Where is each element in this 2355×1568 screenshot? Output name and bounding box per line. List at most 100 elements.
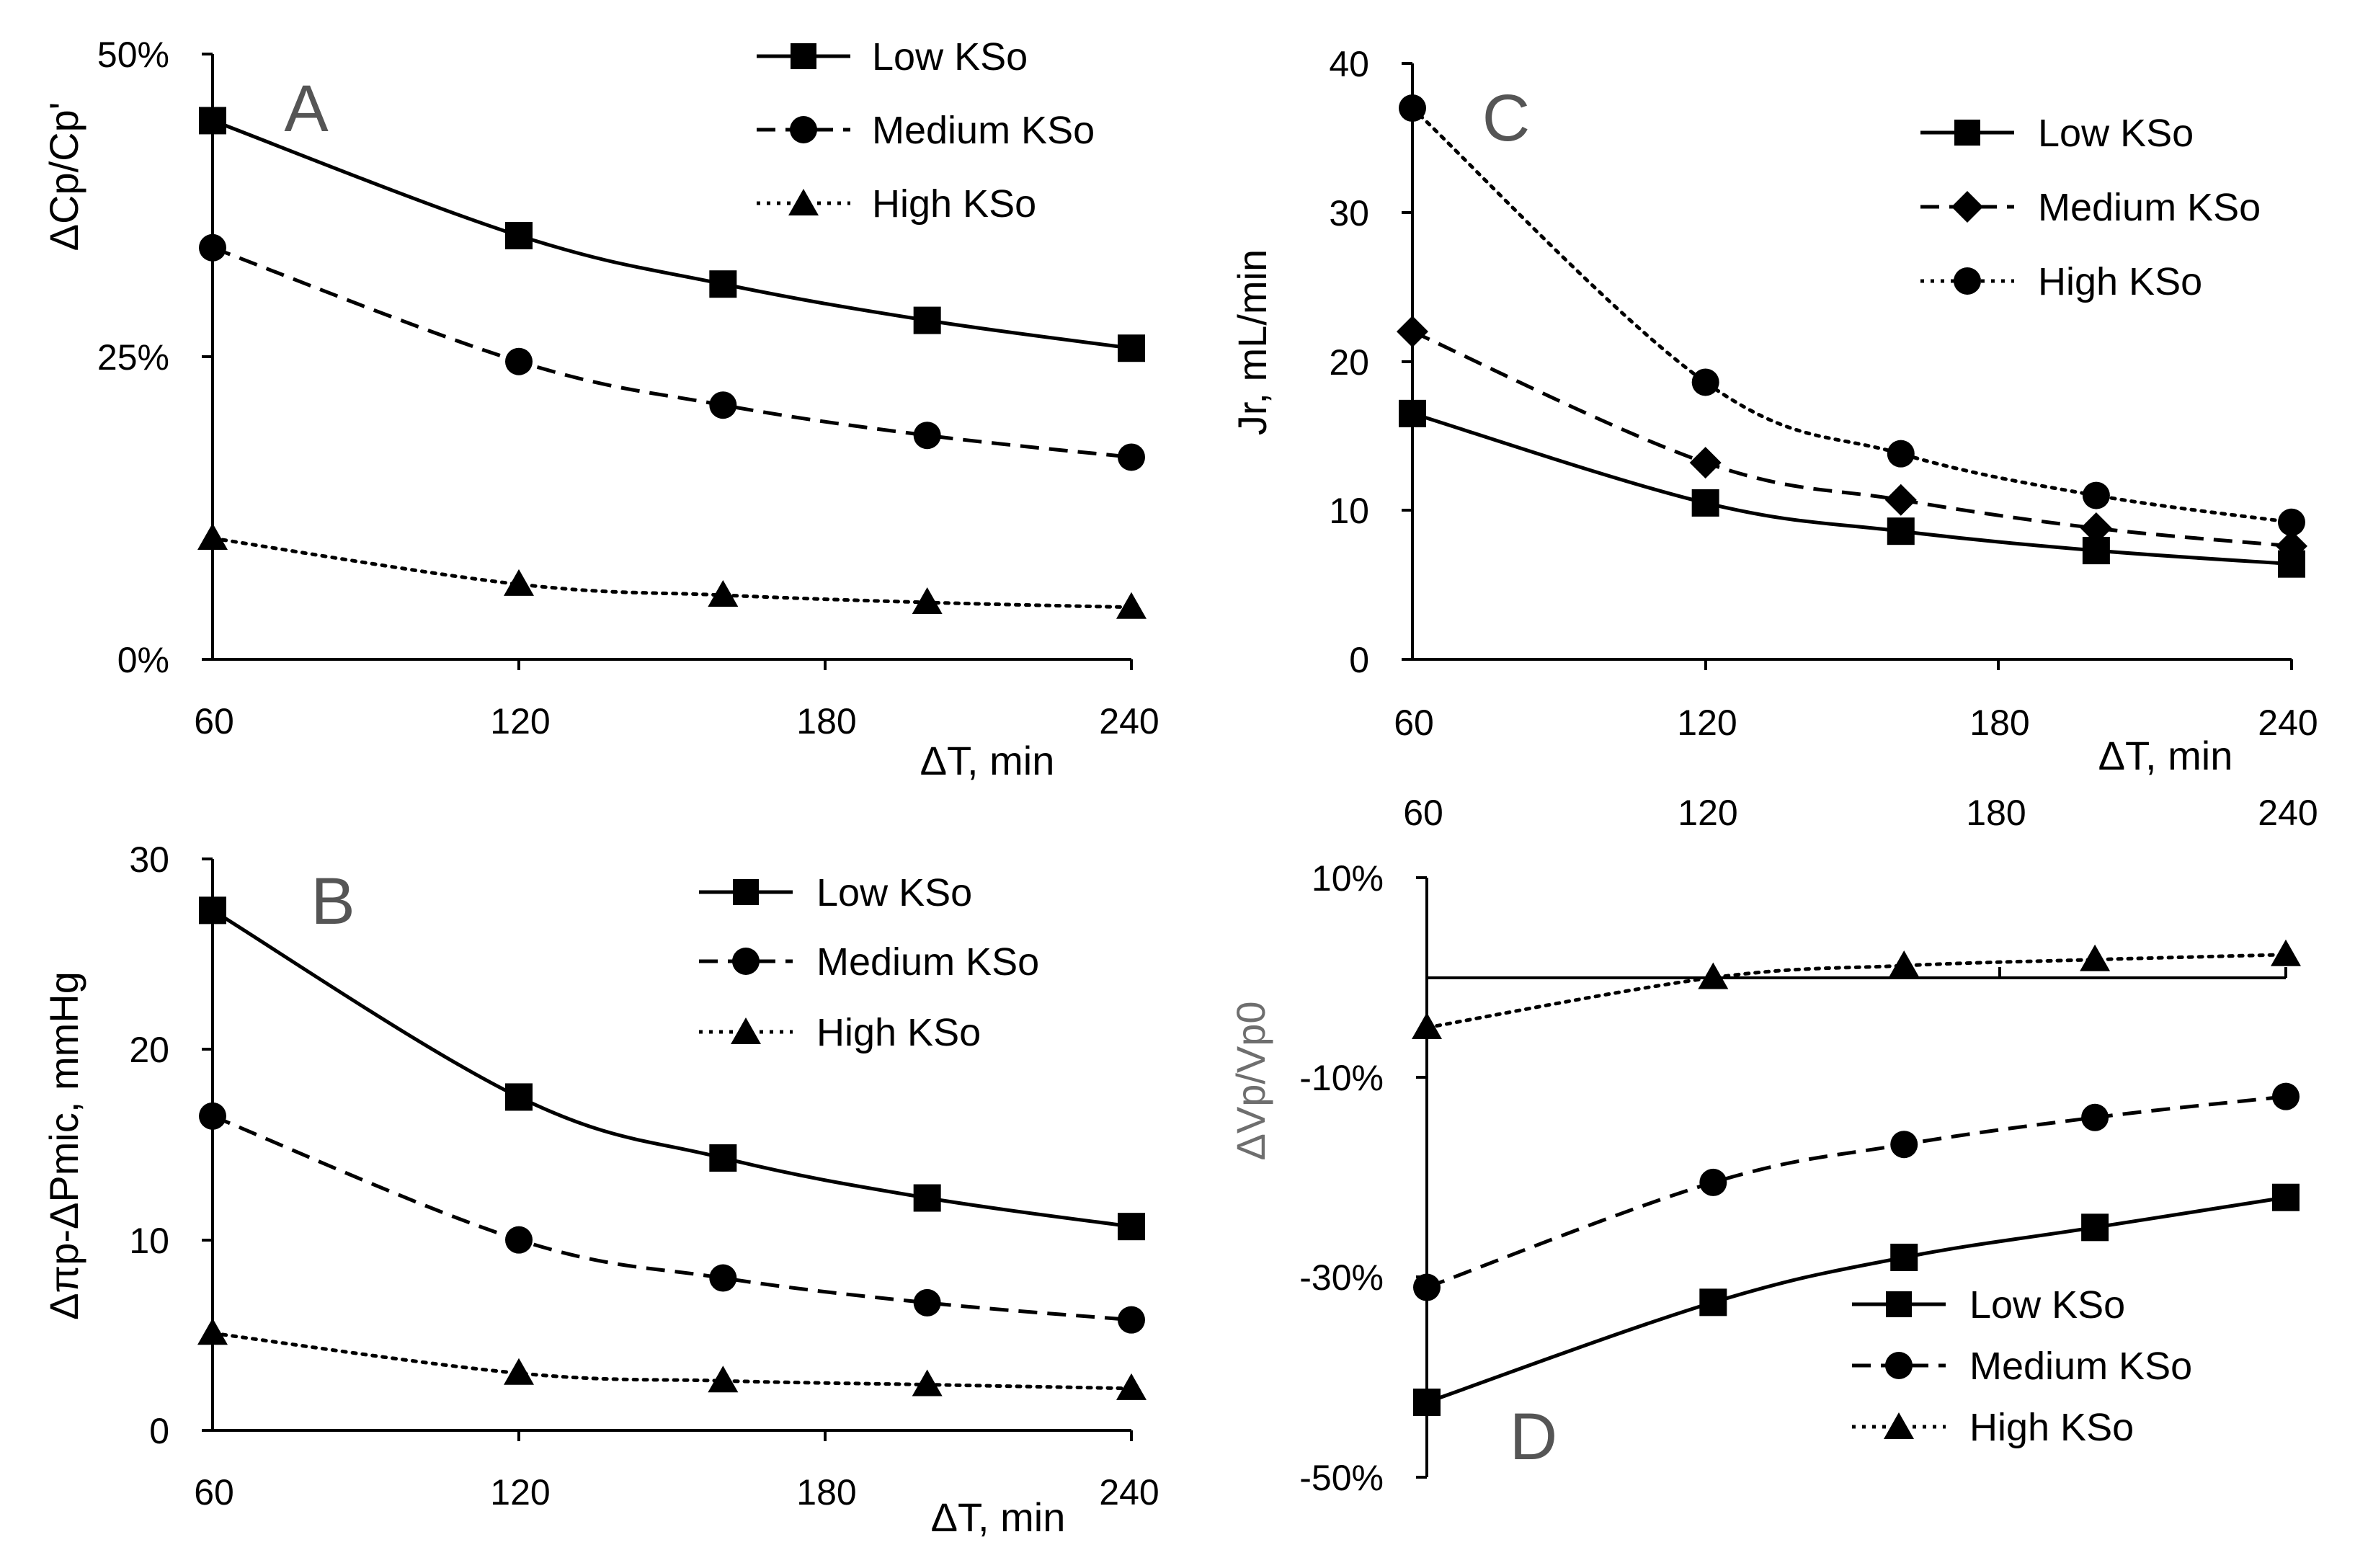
panel-a-point-medium-kso [505, 347, 533, 375]
panel-a-plot [197, 107, 1147, 619]
panel-c-y-tick-label: 10 [1329, 491, 1369, 531]
legend-marker-circle [1885, 1352, 1913, 1379]
panel-b-letter: B [311, 865, 355, 938]
panel-c-point-medium-kso [2080, 512, 2112, 545]
panel-b-series-line-high-kso [210, 1331, 1134, 1391]
panel-a-point-low-kso [199, 107, 226, 135]
panel-a-y-tick-label: 0% [117, 640, 169, 680]
panel-c-point-low-kso [1399, 399, 1426, 427]
panel-d-x-tick-label: 60 [1403, 793, 1443, 833]
panel-a-point-medium-kso [913, 422, 941, 450]
panel-d-legend: Low KSo Medium KSo High KSo [1852, 1283, 2192, 1449]
panel-c-point-high-kso [1691, 368, 1719, 396]
panel-b-point-medium-kso [1118, 1306, 1145, 1334]
panel-b: 30 20 10 0 60 120 180 240 ΔT, min Δπp-ΔP… [41, 839, 1159, 1540]
panel-b-x-tick-label: 240 [1099, 1472, 1159, 1513]
legend-marker-square [733, 879, 759, 905]
panel-c-x-tick-label: 240 [2258, 703, 2318, 743]
panel-d-y-axis-label: ΔVp/Vp0 [1228, 1001, 1273, 1160]
panel-c-point-high-kso [2082, 481, 2110, 509]
panel-a-point-high-kso [708, 579, 739, 607]
panel-b-plot [197, 896, 1147, 1400]
panel-b-series-line-medium-kso [212, 1114, 1132, 1322]
panel-b-y-tick-label: 30 [129, 839, 169, 880]
panel-d-point-low-kso [2081, 1213, 2109, 1242]
panel-c-point-medium-kso [1689, 447, 1722, 479]
panel-a-point-high-kso [912, 587, 943, 615]
panel-c-point-high-kso [1887, 440, 1915, 468]
panel-a-legend-medium-label: Medium KSo [872, 109, 1095, 152]
panel-d-point-low-kso [2272, 1183, 2300, 1211]
panel-c-point-low-kso [1691, 489, 1719, 517]
legend-marker-circle [790, 116, 817, 143]
panel-c-letter: C [1482, 81, 1530, 155]
panel-c: 40 30 20 10 0 60 120 180 240 ΔT, min Jr,… [1229, 44, 2318, 778]
panel-a-series-line-medium-kso [212, 246, 1132, 459]
panel-d-series-line-high-kso [1425, 953, 2288, 1030]
panel-a-point-low-kso [505, 222, 533, 249]
panel-b-point-low-kso [709, 1144, 737, 1172]
panel-b-point-low-kso [1118, 1213, 1145, 1241]
panel-c-legend-medium-label: Medium KSo [2038, 186, 2261, 229]
panel-a-point-high-kso [504, 569, 534, 596]
panel-c-series-line-medium-kso [1411, 329, 2292, 548]
panel-d-point-high-kso [1698, 962, 1729, 989]
legend-marker-diamond [1951, 191, 1983, 223]
panel-d-series-line-medium-kso [1426, 1095, 2287, 1289]
panel-b-point-high-kso [912, 1369, 943, 1396]
panel-b-x-tick-label: 60 [194, 1472, 234, 1513]
panel-a-x-axis-label: ΔT, min [920, 738, 1055, 783]
panel-a-y-tick-label: 25% [97, 337, 169, 378]
panel-d-point-low-kso [1890, 1243, 1918, 1271]
panel-d: 60 120 180 240 10% -10% -30% -50% ΔVp/Vp… [1228, 793, 2318, 1498]
legend-marker-circle [732, 948, 760, 975]
panel-a-point-low-kso [913, 306, 941, 334]
panel-c-y-tick-label: 30 [1329, 193, 1369, 233]
panel-d-legend-low-label: Low KSo [1969, 1283, 2125, 1327]
panel-d-y-tick-label: -50% [1299, 1458, 1384, 1498]
panel-d-y-tick-label: 10% [1312, 858, 1384, 899]
panel-b-legend-medium-label: Medium KSo [816, 940, 1039, 984]
panel-b-legend-low-label: Low KSo [816, 871, 972, 914]
panel-d-point-high-kso [1889, 950, 1920, 978]
panel-c-legend: Low KSo Medium KSo High KSo [1920, 112, 2261, 303]
panel-c-x-axis-label: ΔT, min [2098, 733, 2233, 778]
panel-b-point-low-kso [505, 1083, 533, 1111]
panel-b-point-high-kso [504, 1358, 534, 1385]
panel-a-point-medium-kso [199, 233, 226, 262]
legend-marker-circle [1954, 267, 1981, 295]
panel-d-point-medium-kso [2272, 1082, 2300, 1110]
panel-d-point-high-kso [2080, 944, 2111, 971]
panel-a-x-tick-label: 180 [796, 701, 856, 741]
panel-d-point-low-kso [1699, 1288, 1727, 1317]
legend-marker-square [1954, 120, 1980, 146]
legend-marker-triangle [1884, 1412, 1914, 1439]
panel-b-point-medium-kso [913, 1288, 941, 1317]
panel-b-x-axis-label: ΔT, min [931, 1494, 1066, 1540]
panel-d-point-medium-kso [1699, 1168, 1727, 1196]
panel-a-legend-high-label: High KSo [872, 182, 1036, 226]
panel-d-x-tick-label: 240 [2258, 793, 2318, 833]
panel-c-x-tick-label: 180 [1969, 703, 2029, 743]
panel-b-legend: Low KSo Medium KSo High KSo [699, 871, 1039, 1054]
panel-d-legend-high-label: High KSo [1969, 1406, 2134, 1449]
panel-b-point-medium-kso [709, 1264, 737, 1292]
panel-c-point-medium-kso [1884, 484, 1917, 516]
panel-c-point-medium-kso [1397, 316, 1428, 348]
panel-c-y-tick-label: 40 [1329, 44, 1369, 84]
panel-d-point-high-kso [2271, 939, 2301, 966]
panel-b-y-tick-label: 20 [129, 1030, 169, 1070]
panel-a-point-low-kso [1118, 334, 1145, 362]
panel-c-y-tick-label: 0 [1349, 640, 1369, 680]
panel-a-letter: A [284, 72, 329, 146]
panel-b-point-low-kso [199, 896, 226, 925]
panel-a-series-line-high-kso [210, 536, 1134, 610]
panel-a-y-axis-label: ΔCp/Cp' [41, 102, 86, 251]
panel-a-point-low-kso [709, 270, 737, 298]
panel-c-point-low-kso [1887, 517, 1915, 545]
panel-c-point-medium-kso [2276, 530, 2307, 562]
panel-a-legend: Low KSo Medium KSo High KSo [757, 35, 1095, 226]
panel-c-y-tick-label: 20 [1329, 342, 1369, 383]
panel-d-letter: D [1510, 1400, 1557, 1474]
